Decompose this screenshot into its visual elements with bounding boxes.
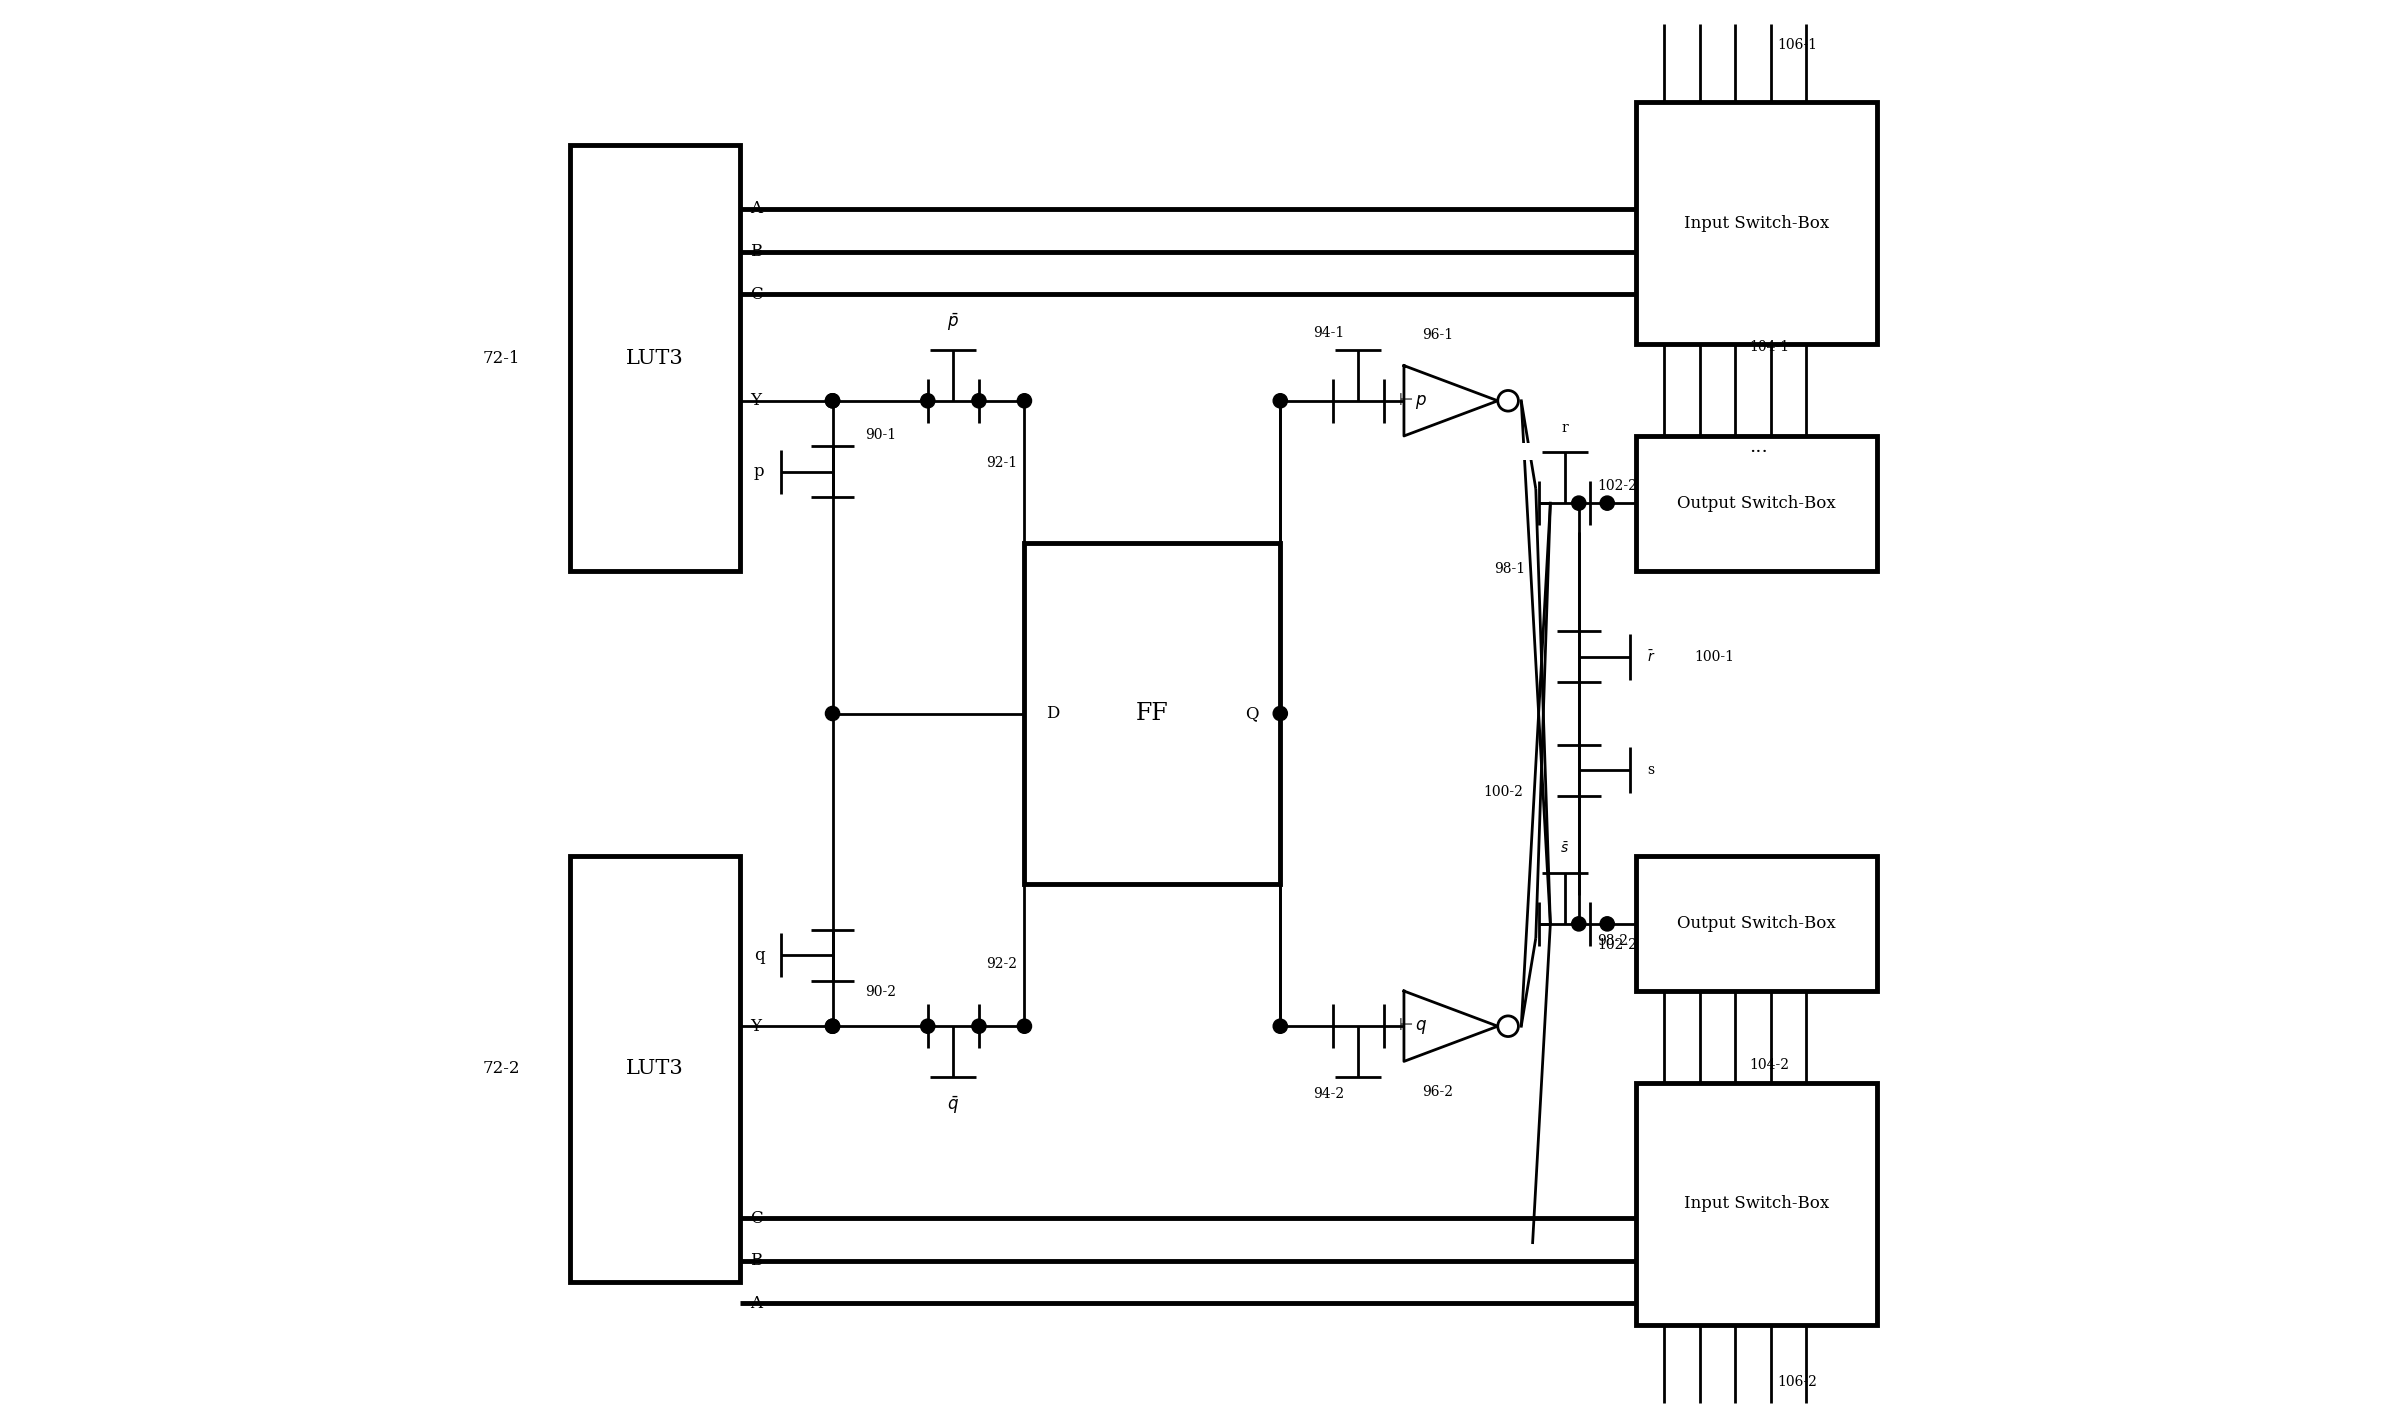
Text: B: B bbox=[750, 1253, 762, 1269]
Circle shape bbox=[1018, 1019, 1032, 1033]
Text: 100-2: 100-2 bbox=[1484, 785, 1522, 799]
Text: 92-1: 92-1 bbox=[987, 457, 1018, 471]
Circle shape bbox=[825, 1019, 839, 1033]
Text: r: r bbox=[1561, 421, 1568, 435]
Text: 96-1: 96-1 bbox=[1422, 328, 1453, 342]
Text: 96-2: 96-2 bbox=[1422, 1085, 1453, 1099]
Text: ...: ... bbox=[1749, 438, 1769, 457]
Text: 100-1: 100-1 bbox=[1695, 649, 1733, 664]
Bar bbox=[569, 856, 741, 1281]
Circle shape bbox=[1018, 394, 1032, 408]
Text: 102-2: 102-2 bbox=[1597, 938, 1637, 952]
Text: $\bar{p}$: $\bar{p}$ bbox=[946, 311, 958, 332]
Text: $\bar{r}$: $\bar{r}$ bbox=[1647, 649, 1656, 665]
Text: q: q bbox=[753, 946, 765, 963]
Text: FF: FF bbox=[1135, 702, 1169, 725]
Text: LUT3: LUT3 bbox=[626, 1059, 684, 1079]
Text: 104-1: 104-1 bbox=[1749, 341, 1790, 354]
Text: 98-2: 98-2 bbox=[1597, 933, 1628, 948]
Text: 90-1: 90-1 bbox=[865, 428, 896, 442]
Circle shape bbox=[973, 1019, 987, 1033]
Bar bbox=[1635, 856, 1876, 990]
Text: 94-2: 94-2 bbox=[1312, 1087, 1343, 1102]
Text: A: A bbox=[750, 200, 762, 217]
Text: Input Switch-Box: Input Switch-Box bbox=[1685, 214, 1828, 231]
Text: 72-2: 72-2 bbox=[483, 1060, 519, 1077]
Text: 98-1: 98-1 bbox=[1494, 561, 1525, 575]
Circle shape bbox=[920, 394, 934, 408]
Text: D: D bbox=[1047, 705, 1059, 722]
Circle shape bbox=[1499, 391, 1518, 411]
Text: Y: Y bbox=[750, 1017, 760, 1035]
Bar bbox=[1513, 444, 1534, 461]
Circle shape bbox=[825, 706, 839, 721]
Text: LUT3: LUT3 bbox=[626, 348, 684, 368]
Circle shape bbox=[973, 394, 987, 408]
Text: p: p bbox=[753, 464, 765, 481]
Circle shape bbox=[825, 1019, 839, 1033]
Circle shape bbox=[825, 394, 839, 408]
Text: 106-1: 106-1 bbox=[1778, 39, 1819, 53]
Text: $\bar{q}$: $\bar{q}$ bbox=[946, 1095, 958, 1116]
Text: Output Switch-Box: Output Switch-Box bbox=[1678, 915, 1836, 932]
Polygon shape bbox=[1403, 365, 1499, 437]
Circle shape bbox=[1573, 497, 1587, 511]
Bar bbox=[1635, 437, 1876, 571]
Text: C: C bbox=[750, 1210, 762, 1227]
Circle shape bbox=[1601, 916, 1613, 930]
Text: C: C bbox=[750, 285, 762, 303]
Text: 72-1: 72-1 bbox=[483, 350, 519, 367]
Text: $\vdash q$: $\vdash q$ bbox=[1396, 1016, 1429, 1036]
Text: Y: Y bbox=[750, 392, 760, 410]
Circle shape bbox=[1499, 1016, 1518, 1036]
Circle shape bbox=[1573, 916, 1587, 930]
Text: s: s bbox=[1647, 763, 1654, 778]
Circle shape bbox=[1274, 706, 1288, 721]
Text: A: A bbox=[750, 1294, 762, 1311]
Circle shape bbox=[825, 394, 839, 408]
Circle shape bbox=[1274, 1019, 1288, 1033]
Bar bbox=[1635, 103, 1876, 344]
Text: 102-2: 102-2 bbox=[1597, 479, 1637, 494]
Text: $\bar{s}$: $\bar{s}$ bbox=[1561, 841, 1570, 856]
Text: 92-2: 92-2 bbox=[987, 956, 1018, 970]
Polygon shape bbox=[1403, 990, 1499, 1062]
Text: $\vdash p$: $\vdash p$ bbox=[1396, 391, 1429, 411]
Text: 94-1: 94-1 bbox=[1312, 325, 1343, 340]
Bar bbox=[569, 146, 741, 571]
Bar bbox=[1025, 542, 1281, 885]
Circle shape bbox=[920, 1019, 934, 1033]
Text: 104-2: 104-2 bbox=[1749, 1059, 1790, 1072]
Circle shape bbox=[1274, 394, 1288, 408]
Text: 90-2: 90-2 bbox=[865, 985, 896, 999]
Text: B: B bbox=[750, 243, 762, 260]
Bar bbox=[1635, 1083, 1876, 1324]
Text: Input Switch-Box: Input Switch-Box bbox=[1685, 1196, 1828, 1213]
Text: Output Switch-Box: Output Switch-Box bbox=[1678, 495, 1836, 512]
Circle shape bbox=[1601, 497, 1613, 511]
Text: 106-2: 106-2 bbox=[1778, 1374, 1819, 1388]
Text: Q: Q bbox=[1245, 705, 1260, 722]
